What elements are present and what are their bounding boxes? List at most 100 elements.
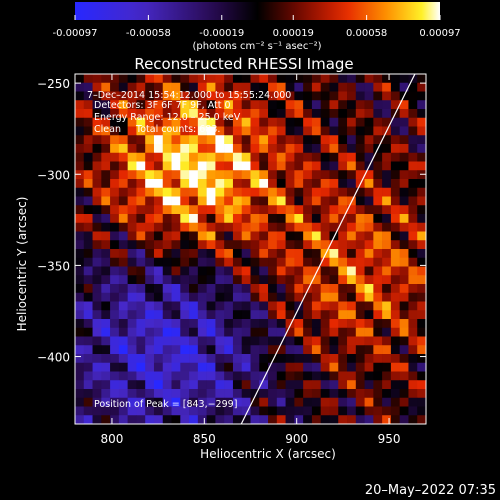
heatmap-cell [206,336,216,346]
heatmap-cell [162,275,172,285]
heatmap-cell [101,109,111,119]
heatmap-cell [197,310,207,320]
heatmap-cell [197,336,207,346]
heatmap-cell [329,319,339,329]
heatmap-cell [136,284,146,294]
heatmap-cell [232,161,243,171]
heatmap-cell [417,187,427,197]
heatmap-cell [145,231,155,241]
heatmap-cell [75,397,85,407]
heatmap-cell [311,117,321,127]
heatmap-cell [189,196,199,206]
heatmap-cell [197,257,207,267]
heatmap-cell [294,82,304,92]
heatmap-cell [355,187,365,197]
heatmap-cell [276,109,286,119]
heatmap-cell [145,406,155,416]
heatmap-cell [232,319,243,329]
heatmap-cell [373,205,383,215]
heatmap-cell [206,170,216,180]
heatmap-cell [197,222,207,232]
heatmap-cell [153,144,164,154]
heatmap-cell [390,205,400,215]
heatmap-cell [285,161,295,171]
heatmap-cell [180,406,190,416]
heatmap-cell [206,354,216,364]
heatmap-cell [294,222,304,232]
heatmap-cell [338,161,348,171]
heatmap-cell [390,240,400,250]
heatmap-cell [364,275,374,285]
heatmap-cell [347,161,357,171]
heatmap-cell [417,336,427,346]
heatmap-cell [320,284,330,294]
heatmap-cell [110,222,120,232]
heatmap-cell [110,109,120,119]
y-tick-label: −300 [37,168,70,182]
heatmap-cell [259,327,269,337]
heatmap-cell [355,275,365,285]
heatmap-cell [347,362,357,372]
heatmap-cell [162,345,172,355]
heatmap-cell [136,310,146,320]
heatmap-cell [364,345,374,355]
heatmap-cell [127,389,137,399]
heatmap-cell [180,249,190,259]
heatmap-cell [189,406,199,416]
heatmap-cell [224,91,234,101]
heatmap-cell [232,222,243,232]
heatmap-cell [75,117,85,127]
heatmap-cell [329,336,339,346]
heatmap-cell [311,284,321,294]
heatmap-cell [171,292,181,302]
heatmap-cell [232,354,243,364]
heatmap-cell [197,292,207,302]
heatmap-cell [145,117,155,127]
heatmap-cell [136,354,146,364]
heatmap-cell [303,266,313,276]
heatmap-cell [83,74,93,84]
heatmap-cell [303,389,313,399]
heatmap-cell [206,187,216,197]
heatmap-cell [189,345,199,355]
heatmap-cell [364,354,374,364]
heatmap-cell [171,345,181,355]
heatmap-cell [189,205,199,215]
heatmap-cell [268,249,278,259]
heatmap-cell [417,196,427,206]
heatmap-cell [92,135,102,145]
heatmap-cell [338,336,348,346]
heatmap-cell [338,222,348,232]
heatmap-cell [189,126,199,136]
heatmap-cell [408,240,418,250]
heatmap-cell [171,397,181,407]
heatmap-cell [259,135,269,145]
heatmap-cell [75,292,85,302]
heatmap-cell [83,222,93,232]
heatmap-cell [145,240,155,250]
heatmap-cell [118,144,128,154]
heatmap-cell [110,257,120,267]
heatmap-cell [382,354,392,364]
heatmap-cell [162,196,172,206]
heatmap-cell [399,362,409,372]
heatmap-cell [399,389,409,399]
heatmap-cell [206,415,216,425]
heatmap-cell [285,144,295,154]
heatmap-cell [390,100,400,110]
heatmap-cell [197,82,207,92]
heatmap-cell [390,397,400,407]
heatmap-cell [162,249,172,259]
heatmap-cell [92,415,102,425]
heatmap-cell [390,117,400,127]
heatmap-cell [311,82,321,92]
heatmap-cell [162,144,172,154]
heatmap-cell [171,135,181,145]
heatmap-cell [364,389,374,399]
heatmap-cell [136,170,146,180]
heatmap-cell [206,389,216,399]
heatmap-cell [153,275,164,285]
colorbar-units: (photons cm⁻² s⁻¹ asec⁻²) [192,41,321,52]
heatmap-cell [136,362,146,372]
heatmap-cell [110,135,120,145]
